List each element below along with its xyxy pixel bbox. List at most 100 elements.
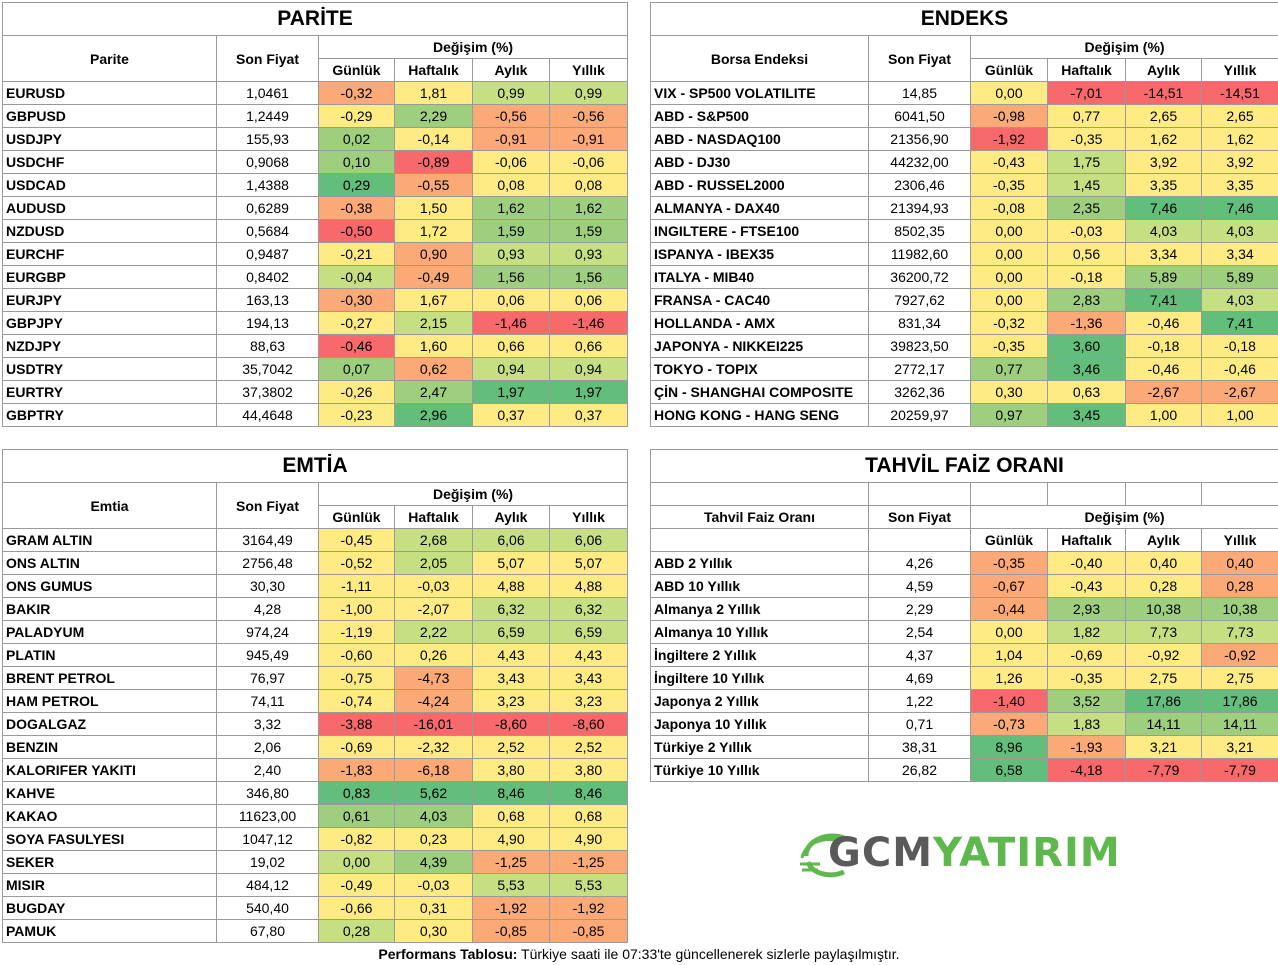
- tahvil-row-name: İngiltere 10 Yıllık: [650, 666, 869, 690]
- tahvil-row-weekly: -4,18: [1047, 758, 1126, 782]
- emtia-row-daily: -0,45: [318, 528, 395, 552]
- emtia-row-name: ONS ALTIN: [2, 551, 217, 575]
- parite-row-yearly: 0,94: [548, 357, 629, 381]
- parite-row-yearly: -0,91: [548, 127, 629, 151]
- parite-row-monthly: 1,59: [472, 219, 550, 243]
- emtia-row-name: BUGDAY: [2, 896, 217, 920]
- parite-row: USDJPY 155,93 0,02 -0,14 -0,91 -0,91: [2, 127, 629, 151]
- parite-row-name: EURCHF: [2, 242, 217, 266]
- emtia-row-price: 3,32: [216, 712, 319, 736]
- tahvil-row: ABD 10 Yıllık 4,59 -0,67 -0,43 0,28 0,28: [650, 574, 1278, 598]
- endeks-row-weekly: 3,46: [1047, 357, 1126, 381]
- endeks-row-daily: -0,98: [970, 104, 1048, 128]
- footer-label: Performans Tablosu:: [378, 946, 518, 962]
- parite-col-weekly: Haftalık: [394, 58, 473, 82]
- tahvil-row: Japonya 2 Yıllık 1,22 -1,40 3,52 17,86 17,86: [650, 689, 1278, 713]
- emtia-row-price: 3164,49: [216, 528, 319, 552]
- emtia-row-weekly: 5,62: [394, 781, 473, 805]
- parite-row-name: EURTRY: [2, 380, 217, 404]
- endeks-row-monthly: 1,00: [1125, 403, 1202, 427]
- parite-row-name: EURJPY: [2, 288, 217, 312]
- emtia-row: BENZIN 2,06 -0,69 -2,32 2,52 2,52: [2, 735, 629, 759]
- parite-row-daily: -0,26: [318, 380, 395, 404]
- emtia-row: KAHVE 346,80 0,83 5,62 8,46 8,46: [2, 781, 629, 805]
- endeks-row-price: 2772,17: [868, 357, 971, 381]
- endeks-row-monthly: -0,46: [1125, 357, 1202, 381]
- parite-row-yearly: 0,08: [548, 173, 629, 197]
- endeks-row: VIX - SP500 VOLATILITE 14,85 0,00 -7,01 -14,…: [650, 81, 1278, 105]
- endeks-panel: ENDEKS Borsa Endeksi Son Fiyat Değişim (…: [649, 2, 1278, 427]
- parite-row: EURJPY 163,13 -0,30 1,67 0,06 0,06: [2, 288, 629, 312]
- tahvil-row-yearly: 17,86: [1200, 689, 1278, 713]
- tahvil-row-price: 1,22: [868, 689, 971, 713]
- tahvil-panel: TAHVİL FAİZ ORANI Tahvil Faiz Oranı Son …: [649, 449, 1278, 782]
- emtia-row-daily: -1,19: [318, 620, 395, 644]
- tahvil-row-daily: -1,40: [970, 689, 1048, 713]
- parite-row-price: 88,63: [216, 334, 319, 358]
- parite-row-weekly: 0,62: [394, 357, 473, 381]
- parite-row-yearly: 1,97: [548, 380, 629, 404]
- emtia-row-daily: -0,66: [318, 896, 395, 920]
- emtia-row-weekly: -2,07: [394, 597, 473, 621]
- emtia-row-weekly: 0,23: [394, 827, 473, 851]
- emtia-row: ONS GUMUS 30,30 -1,11 -0,03 4,88 4,88: [2, 574, 629, 598]
- tahvil-row-monthly: 17,86: [1125, 689, 1202, 713]
- emtia-row-weekly: 0,30: [394, 919, 473, 943]
- tahvil-row-weekly: -0,43: [1047, 574, 1126, 598]
- emtia-row-yearly: -0,85: [548, 919, 629, 943]
- endeks-row-monthly: 7,46: [1125, 196, 1202, 220]
- parite-row-weekly: 1,67: [394, 288, 473, 312]
- endeks-row-yearly: -0,46: [1200, 357, 1278, 381]
- tahvil-row-monthly: -0,92: [1125, 643, 1202, 667]
- emtia-row: GRAM ALTIN 3164,49 -0,45 2,68 6,06 6,06: [2, 528, 629, 552]
- emtia-row-name: BENZIN: [2, 735, 217, 759]
- endeks-row-name: FRANSA - CAC40: [650, 288, 869, 312]
- emtia-row: KAKAO 11623,00 0,61 4,03 0,68 0,68: [2, 804, 629, 828]
- endeks-row-daily: 0,00: [970, 265, 1048, 289]
- endeks-row-monthly: 7,41: [1125, 288, 1202, 312]
- endeks-row: INGILTERE - FTSE100 8502,35 0,00 -0,03 4,03 4…: [650, 219, 1278, 243]
- endeks-row-daily: -0,35: [970, 334, 1048, 358]
- endeks-row-price: 6041,50: [868, 104, 971, 128]
- emtia-row-weekly: -4,24: [394, 689, 473, 713]
- parite-row-price: 0,9068: [216, 150, 319, 174]
- tahvil-row-monthly: 10,38: [1125, 597, 1202, 621]
- parite-row-weekly: 0,90: [394, 242, 473, 266]
- emtia-row-yearly: -1,92: [548, 896, 629, 920]
- emtia-row-name: BAKIR: [2, 597, 217, 621]
- tahvil-table: TAHVİL FAİZ ORANI Tahvil Faiz Oranı Son …: [649, 449, 1278, 782]
- parite-row-yearly: 1,62: [548, 196, 629, 220]
- parite-row-yearly: 0,93: [548, 242, 629, 266]
- parite-row-price: 194,13: [216, 311, 319, 335]
- endeks-row-monthly: 2,65: [1125, 104, 1202, 128]
- endeks-row: FRANSA - CAC40 7927,62 0,00 2,83 7,41 4,03: [650, 288, 1278, 312]
- emtia-row-monthly: 3,43: [472, 666, 550, 690]
- emtia-row-weekly: -2,32: [394, 735, 473, 759]
- tahvil-row-price: 0,71: [868, 712, 971, 736]
- emtia-row-monthly: 6,59: [472, 620, 550, 644]
- emtia-row-daily: -0,74: [318, 689, 395, 713]
- emtia-row-weekly: 4,03: [394, 804, 473, 828]
- parite-row-monthly: -0,91: [472, 127, 550, 151]
- tahvil-blank-cell: [868, 528, 971, 552]
- emtia-row-yearly: 0,68: [548, 804, 629, 828]
- emtia-row-monthly: -1,25: [472, 850, 550, 874]
- tahvil-row-name: Türkiye 10 Yıllık: [650, 758, 869, 782]
- emtia-row-monthly: 0,68: [472, 804, 550, 828]
- tahvil-row: Türkiye 2 Yıllık 38,31 8,96 -1,93 3,21 3,21: [650, 735, 1278, 759]
- parite-title: PARİTE: [1, 2, 629, 36]
- tahvil-row-name: Japonya 2 Yıllık: [650, 689, 869, 713]
- endeks-row-name: HOLLANDA - AMX: [650, 311, 869, 335]
- endeks-row-weekly: 3,60: [1047, 334, 1126, 358]
- emtia-col-yearly: Yıllık: [548, 505, 629, 529]
- endeks-row-daily: -0,32: [970, 311, 1048, 335]
- parite-col-yearly: Yıllık: [548, 58, 629, 82]
- emtia-row-daily: -0,75: [318, 666, 395, 690]
- emtia-row-monthly: 3,23: [472, 689, 550, 713]
- parite-row: GBPJPY 194,13 -0,27 2,15 -1,46 -1,46: [2, 311, 629, 335]
- emtia-row-name: GRAM ALTIN: [2, 528, 217, 552]
- emtia-row-price: 30,30: [216, 574, 319, 598]
- parite-row-monthly: 0,93: [472, 242, 550, 266]
- endeks-row-weekly: 1,45: [1047, 173, 1126, 197]
- parite-col-change: Değişim (%): [317, 35, 629, 59]
